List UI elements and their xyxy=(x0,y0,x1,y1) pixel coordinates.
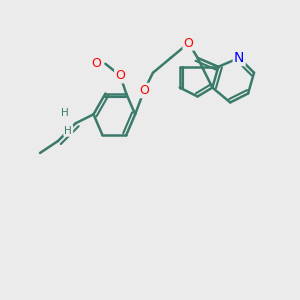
Text: O: O xyxy=(139,84,149,97)
Text: N: N xyxy=(234,51,244,65)
Text: H: H xyxy=(64,126,72,136)
Text: O: O xyxy=(91,57,101,70)
Text: O: O xyxy=(184,37,194,50)
Text: O: O xyxy=(115,69,125,82)
Text: H: H xyxy=(61,108,69,118)
